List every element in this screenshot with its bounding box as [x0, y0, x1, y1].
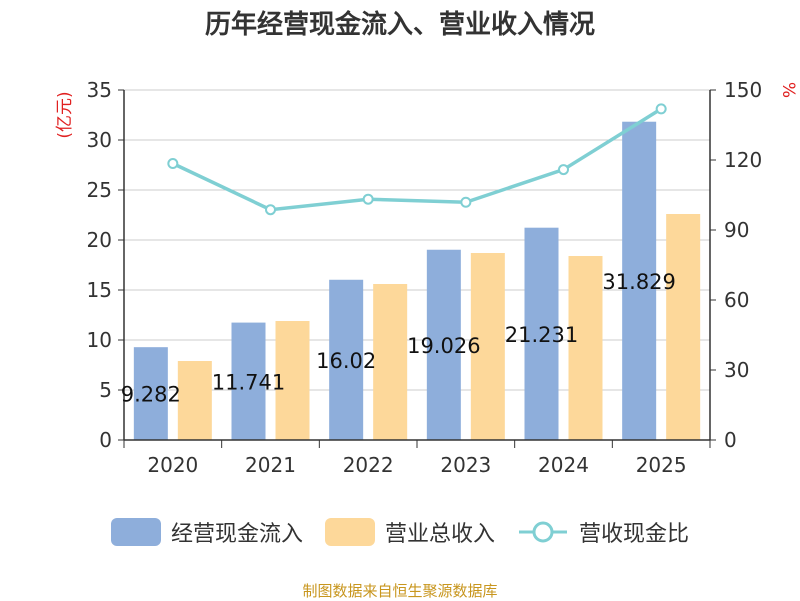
legend-label-revenue: 营业总收入	[384, 522, 495, 547]
legend-swatch-revenue	[324, 518, 375, 546]
bar-revenue	[177, 361, 212, 440]
ratio-line-series	[167, 103, 667, 216]
bar-data-labels: 9.282 11.741 16.02 19.026 21.231 31.829	[121, 270, 676, 407]
bar-data-label: 11.741	[212, 370, 285, 394]
legend-item-ratio[interactable]: 营收现金比	[517, 516, 689, 548]
bars	[133, 121, 701, 441]
ratio-point	[558, 164, 569, 176]
legend-swatch-cash-inflow	[110, 518, 161, 546]
x-tick-label: 2022	[343, 453, 394, 477]
right-tick-label: 30	[724, 358, 749, 382]
right-tick-label: 150	[724, 78, 762, 102]
left-tick-label: 15	[87, 278, 112, 302]
bar-data-label: 31.829	[602, 270, 675, 294]
left-tick-label: 10	[87, 328, 112, 352]
bar-data-label: 16.02	[316, 349, 376, 373]
right-tick-label: 90	[724, 218, 749, 242]
bar-revenue	[373, 284, 408, 440]
bar-cash-inflow	[231, 322, 266, 440]
left-tick-label: 25	[87, 178, 112, 202]
bar-data-label: 19.026	[407, 334, 480, 358]
ratio-point	[265, 204, 276, 216]
legend-item-revenue[interactable]: 营业总收入	[324, 516, 495, 548]
bar-revenue	[275, 321, 310, 440]
bar-cash-inflow	[426, 249, 461, 440]
ratio-point	[362, 193, 374, 205]
bar-revenue	[470, 253, 505, 440]
x-tick-label: 2024	[538, 453, 589, 477]
ratio-point	[460, 196, 472, 208]
ratio-point	[655, 103, 667, 115]
right-tick-label: 120	[724, 148, 762, 172]
bar-revenue	[568, 256, 603, 440]
x-tick-label: 2021	[245, 453, 296, 477]
left-axis-unit: (亿元)	[55, 91, 75, 138]
ratio-line	[172, 107, 663, 212]
x-tick-label: 2020	[147, 453, 198, 477]
left-tick-label: 30	[87, 128, 112, 152]
left-tick-label: 35	[87, 78, 112, 102]
x-tick-label: 2025	[636, 453, 687, 477]
bar-cash-inflow	[524, 227, 559, 440]
bar-cash-inflow	[329, 279, 364, 440]
left-tick-label: 0	[99, 428, 112, 452]
legend: 经营现金流入 营业总收入 营收现金比	[0, 516, 800, 548]
legend-label-cash-inflow: 经营现金流入	[170, 522, 303, 547]
bar-cash-inflow	[133, 347, 168, 440]
legend-item-cash-inflow[interactable]: 经营现金流入	[110, 516, 303, 548]
right-tick-label: 0	[724, 428, 737, 452]
ratio-point	[167, 158, 179, 169]
left-tick-label: 5	[99, 378, 112, 402]
right-axis-unit: %	[778, 82, 798, 98]
left-tick-label: 20	[87, 228, 112, 252]
bar-revenue	[666, 214, 701, 440]
bar-data-label: 21.231	[505, 323, 578, 347]
chart-title: 历年经营现金流入、营业收入情况	[204, 10, 595, 40]
bar-cash-inflow	[622, 121, 657, 441]
legend-label-ratio: 营收现金比	[579, 522, 690, 547]
x-tick-label: 2023	[440, 453, 491, 477]
legend-line-marker-icon	[519, 521, 567, 543]
right-tick-label: 60	[724, 288, 749, 312]
bar-data-label: 9.282	[121, 383, 181, 407]
source-note: 制图数据来自恒生聚源数据库	[302, 582, 498, 600]
